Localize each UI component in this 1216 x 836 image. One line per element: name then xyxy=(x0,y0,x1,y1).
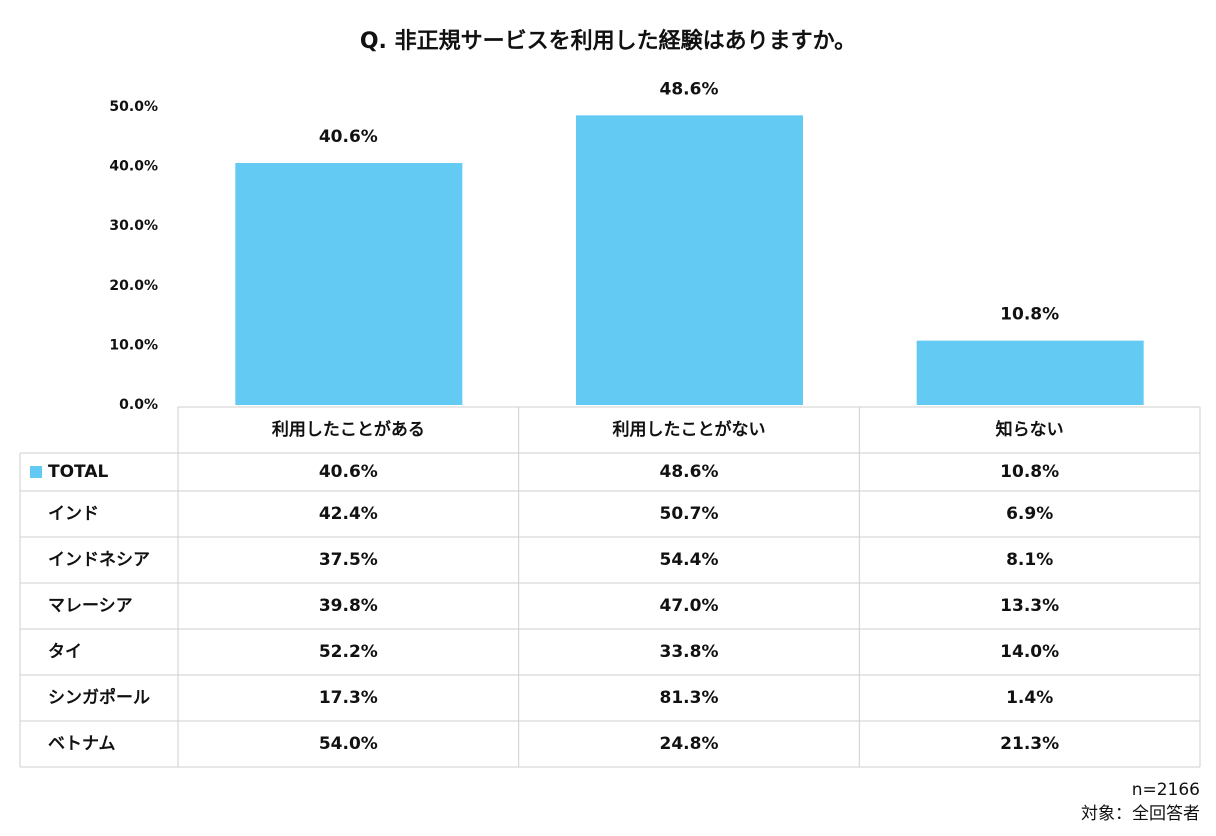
table-cell: 8.1% xyxy=(1006,550,1053,570)
table-cell: 48.6% xyxy=(660,462,719,482)
row-label: シンガポール xyxy=(48,687,150,708)
y-tick-label: 20.0% xyxy=(109,278,158,294)
table-cell: 37.5% xyxy=(319,550,378,570)
row-label: マレーシア xyxy=(48,596,133,616)
x-tick-label: 知らない xyxy=(995,419,1064,440)
legend-label: TOTAL xyxy=(48,462,108,482)
row-label: ベトナム xyxy=(48,734,116,754)
y-tick-label: 0.0% xyxy=(119,397,158,413)
table-cell: 13.3% xyxy=(1000,596,1059,616)
y-tick-label: 50.0% xyxy=(109,99,158,115)
table-cell: 39.8% xyxy=(319,596,378,616)
x-tick-label: 利用したことがない xyxy=(613,419,766,440)
table-cell: 40.6% xyxy=(319,462,378,482)
table-cell: 81.3% xyxy=(660,688,719,708)
y-tick-label: 10.0% xyxy=(109,337,158,353)
chart-title: Q. 非正規サービスを利用した経験はありますか。 xyxy=(360,28,856,54)
note: 対象：全回答者 xyxy=(1081,804,1200,824)
table-cell: 17.3% xyxy=(319,688,378,708)
data-label: 40.6% xyxy=(319,127,378,147)
table-cell: 10.8% xyxy=(1000,462,1059,482)
row-label: インドネシア xyxy=(48,550,150,570)
row-label: タイ xyxy=(48,642,82,662)
data-label: 10.8% xyxy=(1000,305,1059,325)
table-cell: 33.8% xyxy=(660,642,719,662)
table-cell: 50.7% xyxy=(660,504,719,524)
table-cell: 42.4% xyxy=(319,504,378,524)
data-label: 48.6% xyxy=(660,79,719,99)
table-cell: 24.8% xyxy=(660,734,719,754)
table-cell: 54.0% xyxy=(319,734,378,754)
table-cell: 14.0% xyxy=(1000,642,1059,662)
row-label: インド xyxy=(48,504,99,524)
legend-swatch xyxy=(30,466,42,478)
table-cell: 21.3% xyxy=(1000,734,1059,754)
table-cell: 1.4% xyxy=(1006,688,1053,708)
table-cell: 47.0% xyxy=(660,596,719,616)
y-tick-label: 40.0% xyxy=(109,159,158,175)
bar xyxy=(576,115,803,406)
bar xyxy=(235,163,463,405)
x-tick-label: 利用したことがある xyxy=(272,419,425,440)
table-cell: 54.4% xyxy=(660,550,719,570)
table-cell: 52.2% xyxy=(319,642,378,662)
table-cell: 6.9% xyxy=(1006,504,1053,524)
y-tick-label: 30.0% xyxy=(109,218,158,234)
bar xyxy=(916,340,1144,405)
note: n=2166 xyxy=(1132,780,1200,800)
